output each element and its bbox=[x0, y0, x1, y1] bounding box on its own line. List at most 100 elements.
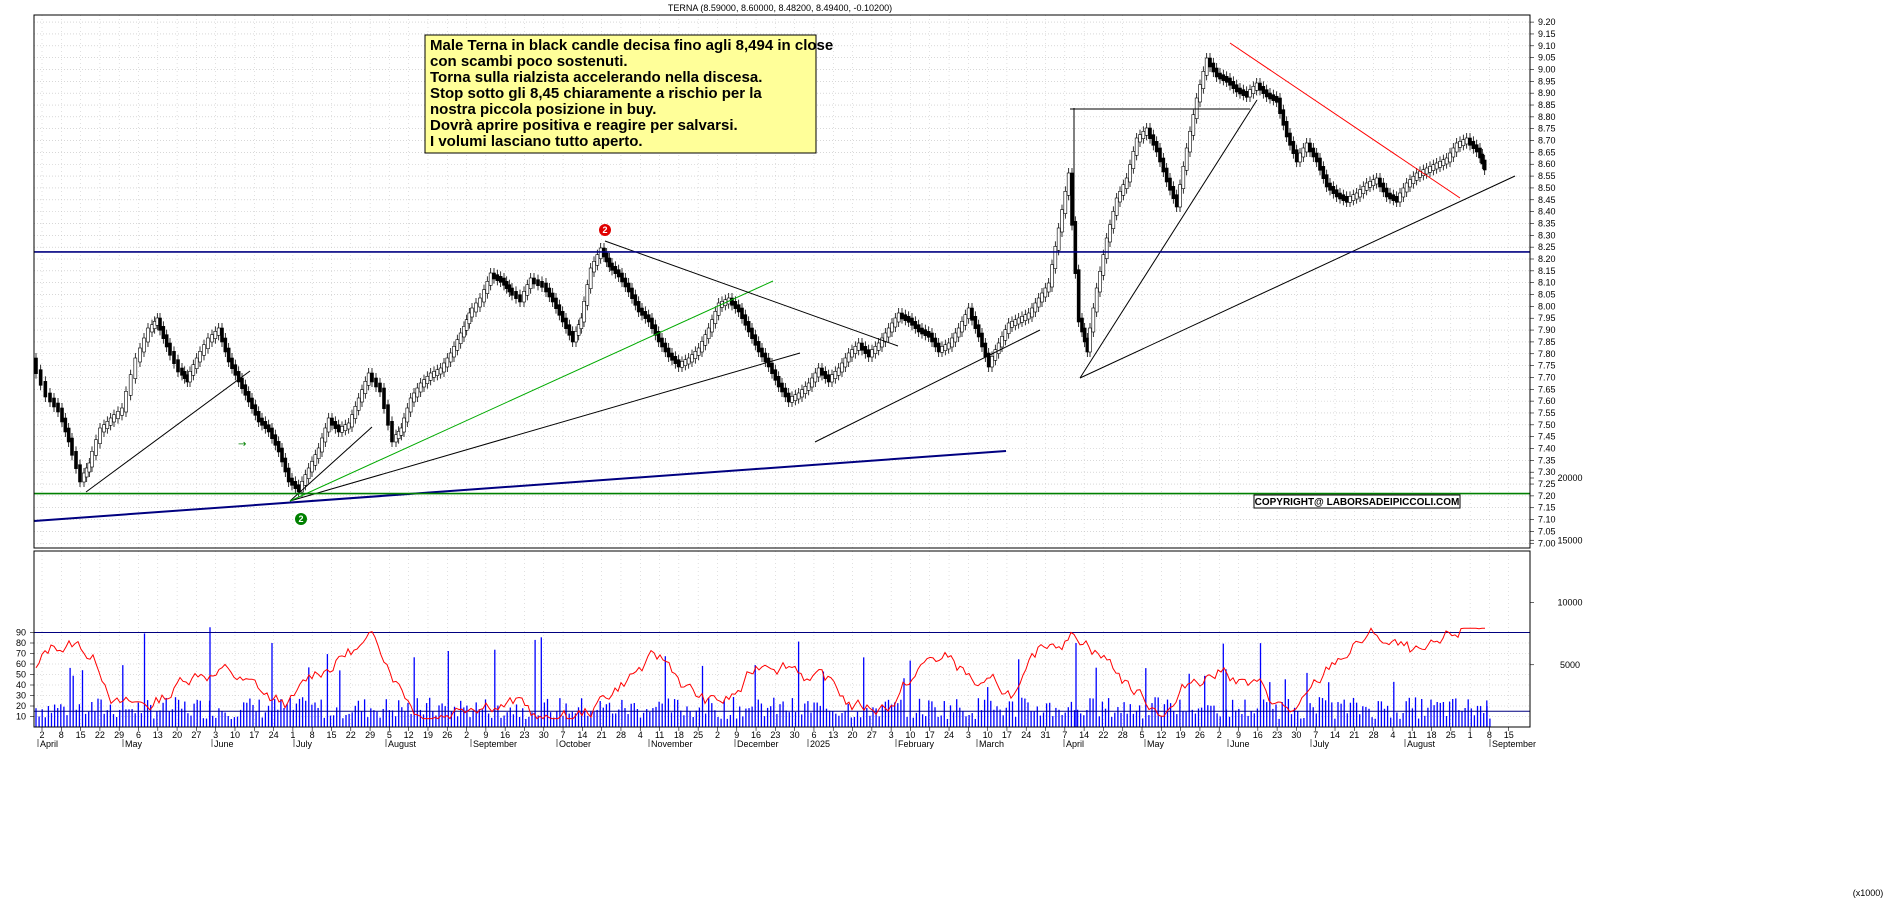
date-tick-label: 8 bbox=[310, 730, 315, 740]
candle-body bbox=[273, 434, 278, 446]
candle-body bbox=[300, 481, 304, 493]
candle-body bbox=[554, 297, 558, 309]
candle-body bbox=[415, 387, 420, 398]
candle-body bbox=[216, 327, 221, 336]
candle-body bbox=[686, 357, 691, 365]
candle-body bbox=[976, 324, 981, 338]
candle-body bbox=[830, 374, 834, 383]
price-tick-label: 9.15 bbox=[1538, 29, 1556, 39]
candle-body bbox=[1066, 172, 1071, 196]
candle-body bbox=[1311, 147, 1316, 158]
candle-body bbox=[756, 341, 761, 353]
candle-body bbox=[1101, 254, 1106, 276]
candle-body bbox=[710, 319, 714, 333]
candle-body bbox=[112, 414, 116, 423]
candle-body bbox=[626, 282, 631, 293]
candle-body bbox=[1298, 152, 1302, 163]
month-label: May bbox=[125, 739, 143, 749]
candle-body bbox=[246, 391, 251, 403]
candle-body bbox=[564, 317, 568, 329]
candle-body bbox=[428, 372, 433, 381]
price-tick-label: 7.90 bbox=[1538, 325, 1556, 335]
candle-body bbox=[706, 327, 711, 339]
candle-body bbox=[557, 304, 562, 316]
candle-body bbox=[866, 349, 871, 358]
candle-body bbox=[108, 417, 113, 426]
price-tick-label: 8.85 bbox=[1538, 100, 1556, 110]
red-marker-icon bbox=[599, 224, 611, 236]
date-tick-label: 25 bbox=[1446, 730, 1456, 740]
candle-body bbox=[550, 292, 555, 303]
candle-body bbox=[1388, 192, 1392, 200]
date-tick-label: 2 bbox=[1217, 730, 1222, 740]
candle-body bbox=[360, 389, 364, 403]
oscillator-tick-label: 10 bbox=[16, 712, 26, 722]
candle-body bbox=[1141, 131, 1146, 139]
candle-body bbox=[640, 307, 644, 316]
candle-body bbox=[1408, 179, 1412, 188]
candle-body bbox=[946, 342, 951, 350]
candle-body bbox=[1076, 269, 1081, 323]
candle-body bbox=[703, 334, 708, 346]
date-tick-label: 7 bbox=[1313, 730, 1318, 740]
date-tick-label: 4 bbox=[638, 730, 643, 740]
price-tick-label: 7.30 bbox=[1538, 467, 1556, 477]
date-tick-label: 26 bbox=[1195, 730, 1205, 740]
candle-body bbox=[943, 344, 948, 351]
candle-body bbox=[458, 332, 463, 344]
candle-body bbox=[983, 342, 988, 358]
candle-body bbox=[790, 396, 794, 403]
candle-body bbox=[374, 377, 378, 388]
date-tick-label: 10 bbox=[230, 730, 240, 740]
price-tick-label: 7.45 bbox=[1538, 432, 1556, 442]
date-tick-label: 3 bbox=[213, 730, 218, 740]
candle-body bbox=[1168, 177, 1172, 191]
date-tick-label: 30 bbox=[1291, 730, 1301, 740]
candle-body bbox=[1033, 302, 1038, 313]
candle-body bbox=[120, 407, 124, 416]
date-tick-label: 13 bbox=[153, 730, 163, 740]
candle-body bbox=[604, 252, 609, 263]
date-tick-label: 20 bbox=[848, 730, 858, 740]
month-label: February bbox=[898, 739, 935, 749]
candle-body bbox=[176, 359, 180, 373]
month-label: August bbox=[388, 739, 417, 749]
candle-body bbox=[696, 347, 701, 356]
candle-body bbox=[1184, 147, 1189, 171]
price-tick-label: 8.95 bbox=[1538, 76, 1556, 86]
candle-body bbox=[693, 351, 698, 359]
candle-body bbox=[253, 404, 258, 416]
candle-body bbox=[438, 367, 443, 375]
candle-body bbox=[82, 472, 86, 483]
price-tick-label: 7.70 bbox=[1538, 372, 1556, 382]
candle-body bbox=[636, 301, 641, 313]
price-tick-label: 8.50 bbox=[1538, 183, 1556, 193]
candle-body bbox=[270, 427, 274, 439]
price-tick-label: 8.55 bbox=[1538, 171, 1556, 181]
candle-body bbox=[730, 297, 734, 306]
candle-body bbox=[610, 262, 614, 271]
candle-body bbox=[474, 302, 478, 313]
candle-body bbox=[770, 362, 774, 374]
date-tick-label: 8 bbox=[59, 730, 64, 740]
candle-body bbox=[142, 337, 146, 353]
price-tick-label: 9.10 bbox=[1538, 41, 1556, 51]
price-tick-label: 7.75 bbox=[1538, 361, 1556, 371]
candle-body bbox=[1291, 141, 1296, 154]
candle-body bbox=[880, 337, 884, 348]
candle-body bbox=[956, 327, 961, 338]
annotation-background bbox=[424, 34, 817, 154]
month-label: October bbox=[559, 739, 591, 749]
candle-body bbox=[1224, 76, 1229, 83]
candle-body bbox=[1191, 114, 1196, 136]
candle-body bbox=[1344, 196, 1349, 203]
month-label: March bbox=[979, 739, 1004, 749]
candle-body bbox=[1118, 191, 1122, 203]
date-tick-label: 6 bbox=[136, 730, 141, 740]
date-tick-label: 16 bbox=[751, 730, 761, 740]
candle-body bbox=[452, 346, 456, 358]
candle-body bbox=[973, 316, 978, 329]
date-tick-label: 15 bbox=[76, 730, 86, 740]
candle-body bbox=[1098, 271, 1102, 293]
